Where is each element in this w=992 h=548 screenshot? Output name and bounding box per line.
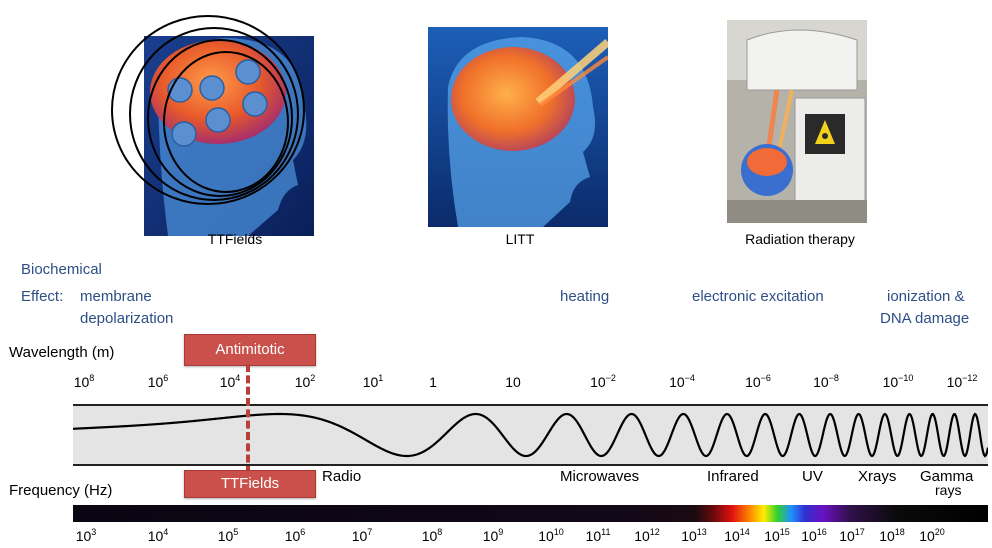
antimitotic-marker: Antimitotic <box>184 334 316 366</box>
frequency-tick: 106 <box>284 527 306 545</box>
effect-heating: heating <box>560 288 610 305</box>
frequency-tick: 108 <box>421 527 443 545</box>
wavelength-tick: 108 <box>73 373 95 391</box>
band-gamma: Gamma <box>920 468 974 485</box>
frequency-tick: 109 <box>482 527 504 545</box>
frequency-tick: 104 <box>147 527 169 545</box>
wavelength-tick: 10−10 <box>882 373 914 391</box>
frequency-tick: 1010 <box>538 527 564 545</box>
frequency-tick: 1020 <box>919 527 945 545</box>
frequency-tick: 1017 <box>839 527 865 545</box>
radiation-therapy-image <box>727 20 867 223</box>
band-uv: UV <box>802 468 823 485</box>
wavelength-tick: 101 <box>362 373 384 391</box>
biochemical-label: Biochemical <box>21 261 102 278</box>
effect-prefix: Effect: <box>21 288 64 305</box>
wavelength-tick: 10−8 <box>813 373 839 391</box>
spectrum-bar <box>73 505 988 522</box>
frequency-tick: 1011 <box>585 527 611 545</box>
caption-ttfields: TTFields <box>207 231 263 247</box>
frequency-tick: 1018 <box>879 527 905 545</box>
band-gamma-rays: rays <box>935 482 962 498</box>
band-microwaves: Microwaves <box>560 468 640 485</box>
frequency-tick: 105 <box>217 527 239 545</box>
dashed-marker-line <box>246 364 250 474</box>
frequency-tick: 1016 <box>801 527 827 545</box>
frequency-tick: 1012 <box>634 527 660 545</box>
ttfields-image <box>98 10 328 240</box>
effect-electronic: electronic excitation <box>692 288 824 305</box>
caption-litt: LITT <box>505 231 535 247</box>
litt-image <box>428 27 608 227</box>
frequency-tick: 1013 <box>681 527 707 545</box>
wavelength-tick: 10−6 <box>745 373 771 391</box>
frequency-tick: 1014 <box>724 527 750 545</box>
wavelength-tick: 106 <box>147 373 169 391</box>
wavelength-tick: 10−4 <box>669 373 695 391</box>
frequency-tick: 103 <box>75 527 97 545</box>
band-radio: Radio <box>322 468 362 485</box>
wavelength-tick: 10−2 <box>590 373 616 391</box>
wavelength-tick: 102 <box>294 373 316 391</box>
wavelength-label: Wavelength (m) <box>9 344 115 361</box>
frequency-label: Frequency (Hz) <box>9 482 113 499</box>
wavelength-tick: 10 <box>505 374 521 390</box>
band-xrays: Xrays <box>858 468 897 485</box>
frequency-tick: 1015 <box>764 527 790 545</box>
ttfields-marker: TTFields <box>184 470 316 498</box>
wavelength-tick: 1 <box>429 374 437 390</box>
wave-line <box>73 412 988 458</box>
frequency-tick: 107 <box>351 527 373 545</box>
effect-dna: DNA damage <box>880 310 970 327</box>
effect-depolarization: depolarization <box>80 310 174 327</box>
effect-ionization: ionization & <box>887 288 965 305</box>
wavelength-tick: 104 <box>219 373 241 391</box>
effect-membrane: membrane <box>80 288 152 305</box>
wavelength-tick: 10−12 <box>946 373 978 391</box>
caption-radiation: Radiation therapy <box>745 231 855 247</box>
band-infrared: Infrared <box>707 468 759 485</box>
